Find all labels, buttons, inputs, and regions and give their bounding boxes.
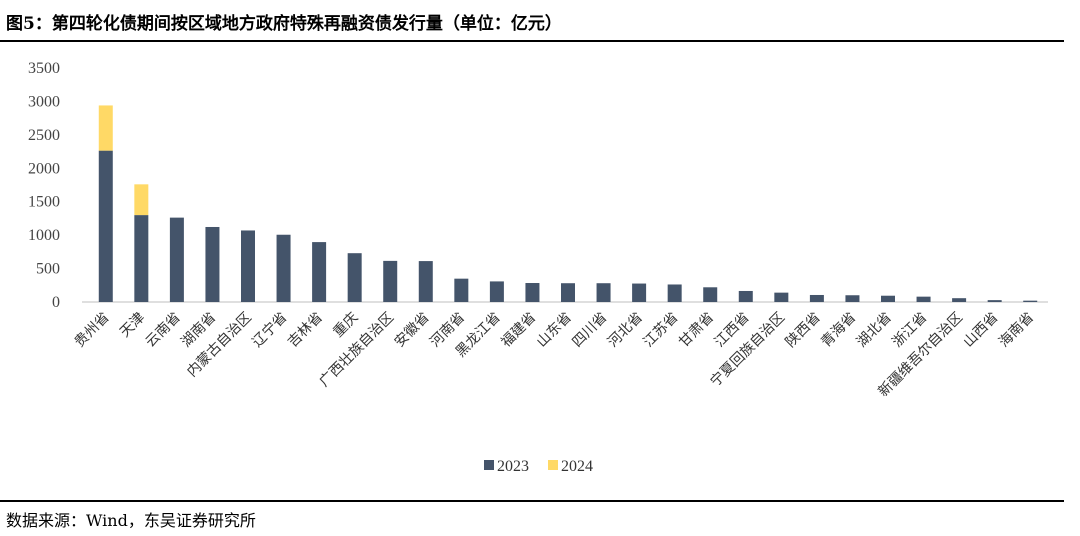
x-tick-label: 福建省 xyxy=(498,310,539,351)
bar-2023 xyxy=(738,290,753,302)
bar-2023 xyxy=(205,226,220,302)
y-tick-label: 2000 xyxy=(28,160,60,177)
x-tick-label: 吉林省 xyxy=(285,310,326,351)
bar-2023 xyxy=(525,283,540,302)
bar-2023 xyxy=(454,278,469,302)
x-tick-label: 山西省 xyxy=(960,310,1001,351)
bar-2024 xyxy=(134,184,149,216)
source-note: 数据来源：Wind，东吴证券研究所 xyxy=(6,511,256,530)
x-tick-label: 甘肃省 xyxy=(676,310,717,351)
x-tick-label: 山东省 xyxy=(534,310,575,351)
bar-2023 xyxy=(881,295,895,302)
bar-2023 xyxy=(241,230,255,302)
bar-2023 xyxy=(169,217,184,302)
y-tick-label: 3000 xyxy=(28,93,60,110)
bar-2023 xyxy=(987,300,1002,302)
x-tick-label: 安徽省 xyxy=(392,310,433,351)
y-tick-label: 1000 xyxy=(28,227,60,244)
page-title: 图5：第四轮化债期间按区域地方政府特殊再融资债发行量（单位：亿元） xyxy=(6,14,562,34)
y-axis: 0 500 1000 1500 2000 2500 3000 3500 xyxy=(28,60,60,311)
bar-2023 xyxy=(561,283,575,302)
source-divider xyxy=(0,500,1064,502)
bar-2023 xyxy=(845,295,860,302)
x-tick-label: 辽宁省 xyxy=(249,309,291,351)
y-tick-label: 2500 xyxy=(28,127,60,144)
x-tick-label: 重庆 xyxy=(330,310,361,341)
bar-chart: 0 500 1000 1500 2000 2500 3000 3500 贵州省 天津云南省湖南省… xyxy=(28,60,1048,475)
bar-2023 xyxy=(418,261,433,302)
x-tick-label: 陕西省 xyxy=(783,310,824,351)
title-divider xyxy=(0,40,1064,42)
x-tick-label: 青海省 xyxy=(818,310,859,351)
x-tick-label: 云南省 xyxy=(143,310,184,351)
x-tick-label: 湖北省 xyxy=(854,310,895,351)
bar-2023 xyxy=(312,242,327,302)
bar-2023 xyxy=(809,294,824,302)
x-tick-label: 四川省 xyxy=(569,310,610,351)
legend-label-2024: 2024 xyxy=(561,458,593,475)
bar-2023 xyxy=(276,234,291,302)
bars xyxy=(98,105,1038,302)
legend-label-2023: 2023 xyxy=(497,458,529,475)
bar-2023 xyxy=(489,281,504,302)
legend-swatch-2024 xyxy=(548,460,558,470)
y-tick-label: 0 xyxy=(52,294,60,311)
bar-2023 xyxy=(774,292,789,302)
x-tick-label: 海南省 xyxy=(996,310,1037,351)
bar-2023 xyxy=(916,296,931,302)
x-tick-label: 天津 xyxy=(117,310,148,341)
y-tick-label: 500 xyxy=(36,261,60,278)
x-tick-label: 河北省 xyxy=(605,310,646,351)
x-tick-label: 贵州省 xyxy=(72,310,113,351)
bar-2024 xyxy=(98,105,113,151)
legend: 2023 2024 xyxy=(484,458,593,475)
legend-swatch-2023 xyxy=(484,460,494,470)
bar-2023 xyxy=(1023,300,1038,302)
bar-2023 xyxy=(134,215,149,302)
bar-2023 xyxy=(667,284,682,302)
bar-2023 xyxy=(98,150,113,302)
y-tick-label: 3500 xyxy=(28,60,60,77)
bar-2023 xyxy=(596,283,611,302)
bar-2023 xyxy=(632,283,647,302)
y-tick-label: 1500 xyxy=(28,194,60,211)
bar-2023 xyxy=(952,298,967,302)
bar-2023 xyxy=(703,287,718,302)
bar-2023 xyxy=(383,260,398,302)
bar-2023 xyxy=(347,253,362,302)
x-tick-label: 江苏省 xyxy=(640,310,681,351)
